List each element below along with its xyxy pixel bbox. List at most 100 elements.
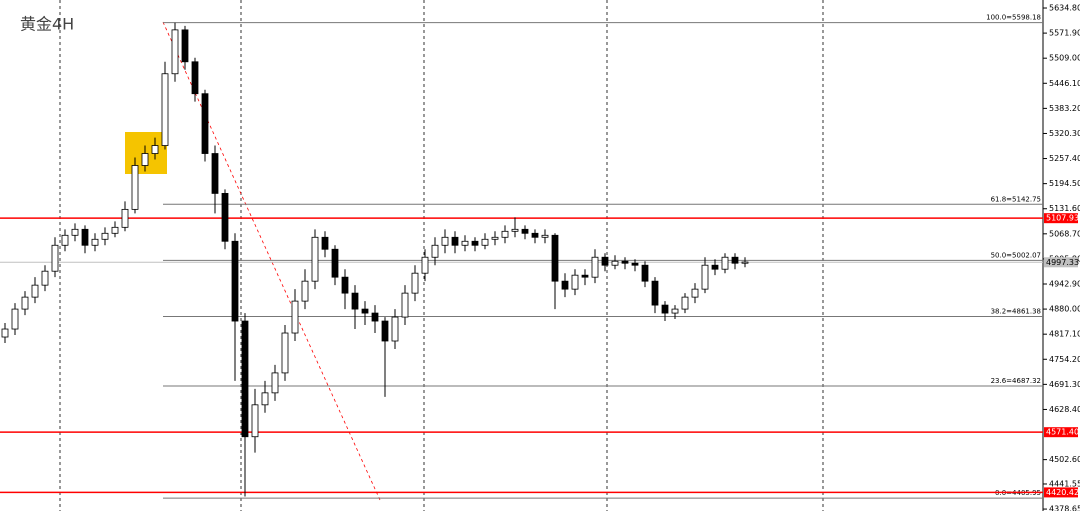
candle-body [461, 240, 469, 246]
candle-body [61, 234, 69, 246]
candle-body [451, 236, 459, 246]
level-tag [1044, 487, 1078, 498]
y-tick-label: 4942.90 [1049, 279, 1080, 288]
candle-body [41, 270, 49, 286]
candle-body [331, 248, 339, 278]
candle-body [371, 312, 379, 322]
y-tick-label: 4754.20 [1049, 355, 1080, 364]
candle-body [651, 280, 659, 306]
candle-body [151, 145, 159, 154]
y-tick-label: 5194.50 [1049, 179, 1080, 188]
candle-body [351, 292, 359, 310]
candle-body [621, 260, 629, 264]
level-label: 5107.93 [1046, 214, 1079, 223]
level-label: 4420.42 [1046, 488, 1079, 497]
candle-body [391, 316, 399, 342]
candle-body [511, 228, 519, 232]
candle-body [201, 93, 209, 154]
candle-body [671, 308, 679, 314]
current-price-label: 4997.33 [1046, 258, 1079, 267]
candle-body [501, 230, 509, 238]
y-tick-label: 4378.65 [1049, 505, 1080, 511]
candle-body [311, 236, 319, 282]
fib-label: 38.2=4861.38 [991, 308, 1041, 316]
candle-body [251, 404, 259, 438]
candle-body [141, 153, 149, 166]
candle-body [1, 328, 9, 338]
candle-body [71, 228, 79, 236]
y-tick-label: 5131.60 [1049, 204, 1080, 213]
candle-body [111, 226, 119, 234]
level-tag [1044, 213, 1078, 224]
candle-body [101, 232, 109, 240]
candle-body [231, 240, 239, 322]
candle-body [131, 165, 139, 210]
candle-body [161, 73, 169, 146]
candle-body [531, 232, 539, 238]
candle-body [681, 296, 689, 310]
candle-body [631, 262, 639, 266]
candle-body [181, 29, 189, 63]
candle-body [561, 280, 569, 290]
y-tick-label: 5257.40 [1049, 154, 1080, 163]
candle-body [241, 320, 249, 438]
candle-body [741, 261, 749, 264]
fib-label: 61.8=5142.75 [991, 195, 1041, 203]
highlight-box [125, 132, 167, 174]
candle-body [721, 256, 729, 270]
candle-body [481, 238, 489, 246]
fib-label: 50.0=5002.07 [991, 251, 1041, 259]
current-price-tag [1044, 257, 1078, 268]
candle-body [121, 208, 129, 228]
y-tick-label: 4628.40 [1049, 405, 1080, 414]
candle-body [271, 372, 279, 394]
y-tick-label: 5320.30 [1049, 129, 1080, 138]
candle-body [261, 392, 269, 406]
candle-body [591, 256, 599, 278]
candle-body [301, 280, 309, 302]
y-tick-label: 5446.10 [1049, 79, 1080, 88]
candle-body [361, 308, 369, 314]
candle-body [341, 276, 349, 294]
candle-body [581, 274, 589, 278]
candle-body [31, 284, 39, 298]
y-tick-label: 5509.00 [1049, 54, 1080, 63]
candle-body [21, 296, 29, 310]
candle-body [551, 234, 559, 282]
candle-body [211, 153, 219, 194]
candle-body [491, 236, 499, 240]
y-tick-label: 4502.60 [1049, 455, 1080, 464]
level-label: 4571.40 [1046, 428, 1079, 437]
candle-body [91, 238, 99, 246]
candle-body [191, 61, 199, 95]
candle-body [521, 228, 529, 234]
candle-body [731, 256, 739, 264]
candle-body [471, 240, 479, 246]
fib-label: 100.0=5598.18 [986, 14, 1041, 22]
candle-body [701, 264, 709, 290]
fib-label: 0.0=4405.95 [995, 489, 1041, 497]
candle-body [611, 260, 619, 266]
candle-body [411, 272, 419, 294]
chart-title: 黄金4H [20, 15, 74, 34]
candle-body [601, 256, 609, 266]
y-tick-label: 5571.90 [1049, 29, 1080, 38]
y-tick-label: 4817.10 [1049, 330, 1080, 339]
candle-body [441, 236, 449, 246]
candle-body [661, 304, 669, 314]
y-tick-label: 5383.20 [1049, 104, 1080, 113]
candle-body [691, 288, 699, 298]
y-tick-label: 5068.70 [1049, 229, 1080, 238]
candle-body [171, 29, 179, 75]
candle-body [421, 256, 429, 274]
candle-body [401, 292, 409, 318]
candle-body [431, 244, 439, 258]
candle-body [571, 274, 579, 290]
time-separators [59, 0, 824, 511]
candle-body [321, 236, 329, 250]
y-tick-label: 4880.00 [1049, 305, 1080, 314]
candle-body [641, 264, 649, 282]
y-tick-label: 5634.80 [1049, 4, 1080, 13]
